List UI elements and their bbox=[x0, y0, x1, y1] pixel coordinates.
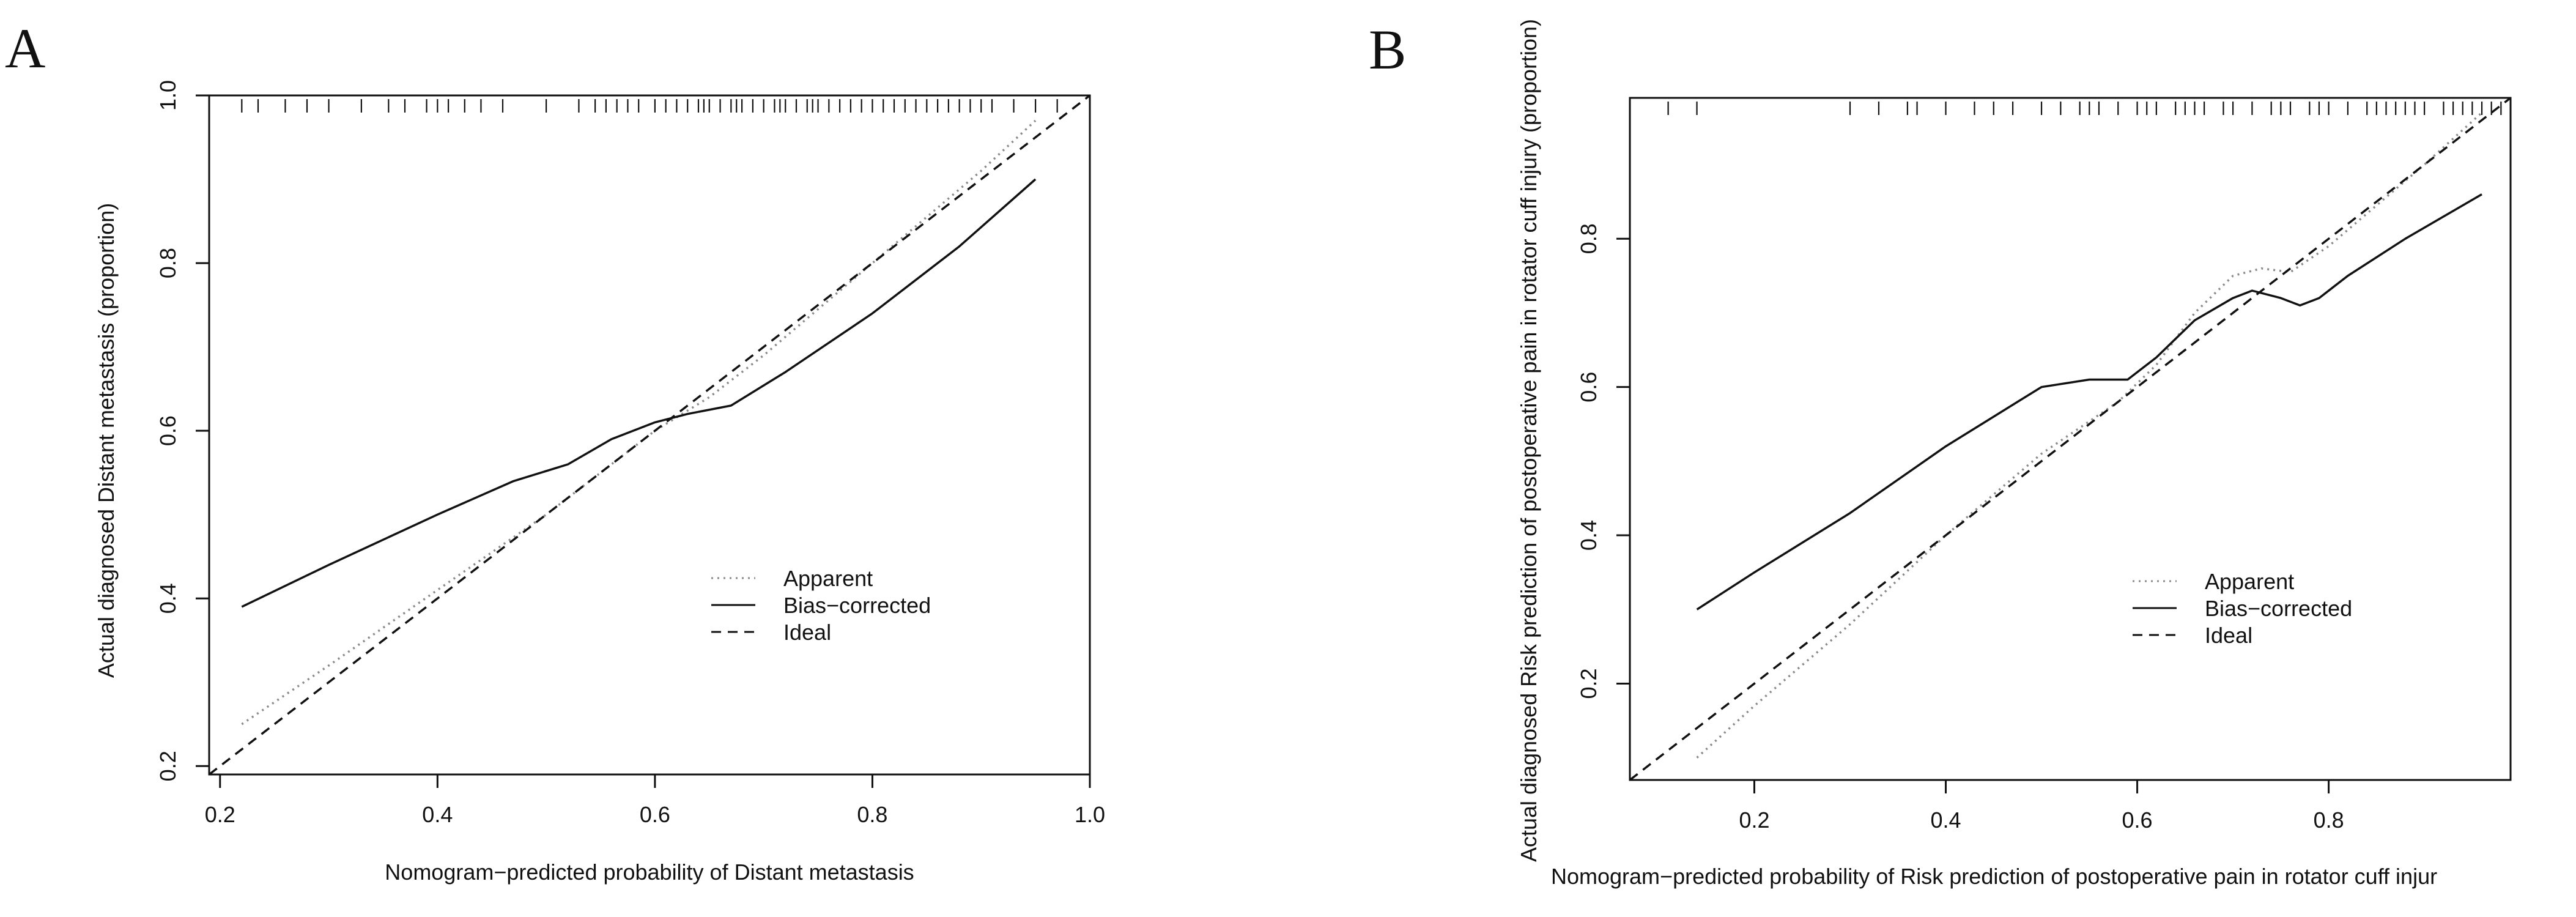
panel-a: A 0.2 0.4 0.6 0.8 1.0 0.2 0.4 0.6 0.8 1.0 Nomogr… bbox=[5, 17, 1105, 885]
y-tick-label-a-1: 0.4 bbox=[155, 583, 180, 614]
y-tick-label-a-4: 1.0 bbox=[155, 80, 180, 111]
x-tick-label-b-0: 0.2 bbox=[1739, 807, 1769, 833]
x-tick-label-a-3: 0.8 bbox=[857, 802, 887, 827]
legend-label-dotted-a: Apparent bbox=[783, 566, 873, 591]
y-axis-label-b: Actual diagnosed Risk prediction of post… bbox=[1516, 19, 1541, 862]
x-tick-label-b-1: 0.4 bbox=[1930, 807, 1961, 833]
x-tick-label-a-4: 1.0 bbox=[1075, 802, 1105, 827]
series-line-solid-b bbox=[1696, 193, 2482, 611]
legend-label-solid-a: Bias−corrected bbox=[783, 593, 931, 618]
y-tick-label-b-1: 0.4 bbox=[1576, 520, 1601, 551]
y-axis-label-a: Actual diagnosed Distant metastasis (pro… bbox=[94, 203, 119, 678]
x-tick-label-a-2: 0.6 bbox=[640, 802, 670, 827]
legend-label-dashed-a: Ideal bbox=[783, 620, 831, 645]
series-a bbox=[208, 94, 1091, 776]
panel-label-b: B bbox=[1369, 18, 1406, 81]
legend-label-dotted-b: Apparent bbox=[2205, 569, 2294, 594]
series-line-dashed-a bbox=[208, 94, 1091, 776]
plot-frame-a bbox=[208, 94, 1091, 776]
panel-label-a: A bbox=[5, 17, 45, 80]
x-axis-b: 0.2 0.4 0.6 0.8 bbox=[1739, 780, 2344, 833]
legend-label-dashed-b: Ideal bbox=[2205, 623, 2252, 648]
x-tick-label-a-0: 0.2 bbox=[205, 802, 235, 827]
plot-frame-b bbox=[1629, 97, 2512, 781]
y-tick-label-b-2: 0.6 bbox=[1576, 372, 1601, 403]
y-tick-label-b-0: 0.2 bbox=[1576, 668, 1601, 699]
series-line-dashed-b bbox=[1629, 97, 2512, 781]
series-b bbox=[1629, 97, 2512, 781]
x-axis-label-a: Nomogram−predicted probability of Distan… bbox=[385, 859, 914, 885]
panel-b: B 0.2 0.4 0.6 0.8 0.2 0.4 0.6 0.8 Nomogram−pre… bbox=[1369, 18, 2512, 889]
x-tick-label-b-3: 0.8 bbox=[2314, 807, 2344, 833]
y-axis-b: 0.2 0.4 0.6 0.8 bbox=[1576, 223, 1630, 699]
x-axis-label-b: Nomogram−predicted probability of Risk p… bbox=[1551, 864, 2437, 889]
x-axis-a: 0.2 0.4 0.6 0.8 1.0 bbox=[205, 774, 1105, 827]
x-tick-label-b-2: 0.6 bbox=[2122, 807, 2153, 833]
y-tick-label-a-2: 0.6 bbox=[155, 415, 180, 446]
series-line-solid-a bbox=[241, 178, 1037, 608]
y-tick-label-a-3: 0.8 bbox=[155, 248, 180, 278]
rug-b bbox=[1667, 102, 2502, 115]
y-axis-a: 0.2 0.4 0.6 0.8 1.0 bbox=[155, 80, 209, 781]
rug-a bbox=[241, 99, 1058, 113]
y-tick-label-b-3: 0.8 bbox=[1576, 223, 1601, 254]
y-tick-label-a-0: 0.2 bbox=[155, 751, 180, 781]
legend-label-solid-b: Bias−corrected bbox=[2205, 596, 2352, 621]
x-tick-label-a-1: 0.4 bbox=[422, 802, 453, 827]
